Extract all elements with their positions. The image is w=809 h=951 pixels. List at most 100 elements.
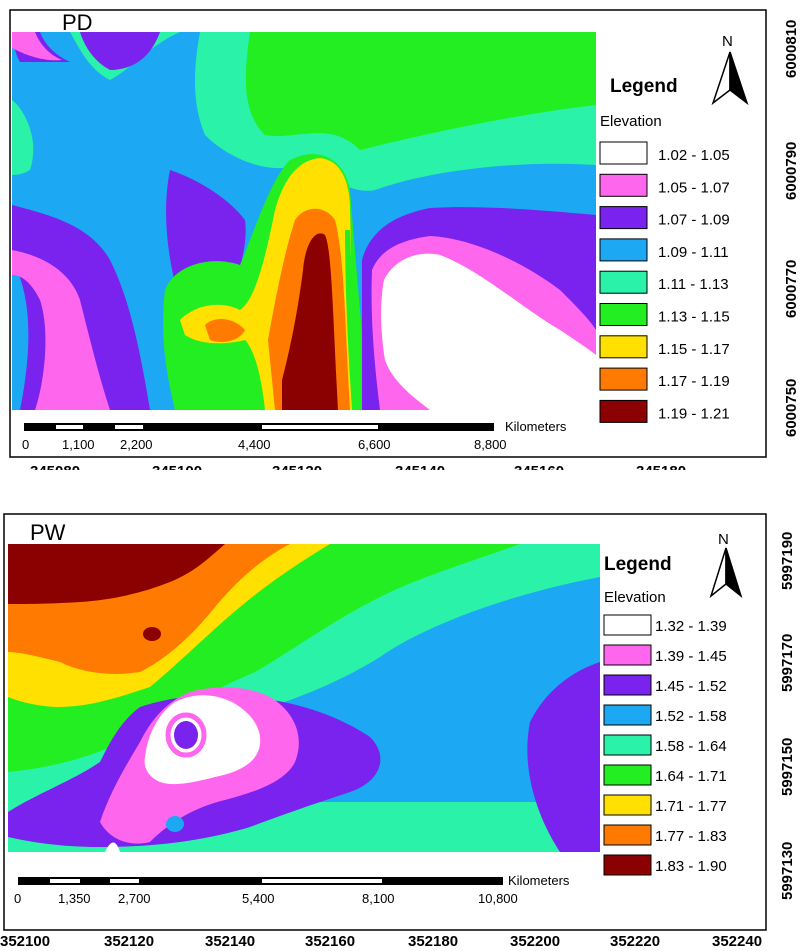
map-pd-svg: Kilometers 0 1,100 2,200 4,400 6,600 8,8… [9,9,800,470]
legend-item-label: 1.11 - 1.13 [658,276,729,293]
north-label: N [718,531,729,548]
legend-item-label: 1.83 - 1.90 [655,858,727,875]
elevation-raster [12,32,596,410]
legend-swatch [599,335,648,359]
x-tick-label: 345140 [395,463,445,470]
legend-title: Legend [604,554,672,575]
legend-item-label: 1.17 - 1.19 [658,373,730,390]
scale-bar-segment [262,879,382,883]
scale-bar-segment [56,425,83,429]
scale-bar: Kilometers 0 1,100 2,200 4,400 6,600 8,8… [22,419,567,452]
legend-swatch [599,303,648,326]
legend: Legend Elevation 1.32 - 1.39 1.39 - 1.45 1… [603,554,727,876]
scale-bar-label: 6,600 [358,437,391,452]
scale-bar-label: 2,200 [120,437,153,452]
legend-item-label: 1.09 - 1.11 [658,244,729,261]
y-tick-label: 6000750 [783,379,800,437]
scale-bar-segment [115,425,143,429]
map-panel-pw: Kilometers 0 1,350 2,700 5,400 8,100 10,… [0,482,809,951]
x-tick-label: 345100 [152,463,202,470]
scale-bar-label: 8,800 [474,437,507,452]
y-tick-label: 6000770 [783,260,800,318]
y-axis: 5997190 5997170 5997150 5997130 [779,532,796,900]
legend-swatch [599,238,648,262]
legend-item-label: 1.32 - 1.39 [655,618,727,635]
map-pw-svg: Kilometers 0 1,350 2,700 5,400 8,100 10,… [0,513,796,950]
legend-swatch [599,270,648,294]
scale-bar-unit: Kilometers [505,419,567,434]
x-tick-label: 352120 [104,933,154,950]
legend-swatch [599,173,648,197]
legend-item-label: 1.07 - 1.09 [658,212,730,229]
legend-swatch [603,704,652,726]
scale-bar-label: 10,800 [478,891,518,906]
scale-bar-label: 4,400 [238,437,271,452]
y-axis: 6000810 6000790 6000770 6000750 [783,20,800,437]
legend-swatch [599,399,648,423]
x-tick-label: 352180 [408,933,458,950]
legend-subtitle: Elevation [600,113,662,130]
x-tick-label: 345160 [514,463,564,470]
legend-swatch [603,644,652,666]
north-arrow-icon: N [709,531,743,599]
legend-item-label: 1.64 - 1.71 [655,768,727,785]
y-tick-label: 5997150 [779,738,796,796]
scale-bar-label: 5,400 [242,891,275,906]
x-tick-label: 352220 [610,933,660,950]
legend-swatch [603,764,652,786]
panel-label: PW [30,520,66,545]
scale-bar-label: 0 [22,437,29,452]
legend-item-label: 1.15 - 1.17 [658,341,730,358]
legend-item-label: 1.13 - 1.15 [658,309,730,326]
scale-bar-segment [110,879,139,883]
legend-item-label: 1.39 - 1.45 [655,648,727,665]
scale-bar-base [24,423,494,431]
legend-swatch [603,614,652,636]
x-tick-label: 352100 [0,933,50,950]
y-tick-label: 5997130 [779,842,796,900]
legend-swatch [603,674,652,696]
x-axis: 352100 352120 352140 352160 352180 35220… [0,933,762,950]
legend-title: Legend [610,76,678,97]
map-panel-pd: Kilometers 0 1,100 2,200 4,400 6,600 8,8… [0,0,809,470]
north-label: N [722,33,733,50]
x-tick-label: 352140 [205,933,255,950]
legend-swatch [599,367,648,391]
y-tick-label: 6000790 [783,142,800,200]
scale-bar: Kilometers 0 1,350 2,700 5,400 8,100 10,… [14,873,570,906]
x-axis: 345080 345100 345120 345140 345160 34518… [30,463,686,470]
legend-swatch [603,734,652,756]
x-tick-label: 352240 [712,933,762,950]
legend-swatch [599,206,648,230]
scale-bar-unit: Kilometers [508,873,570,888]
legend-item-label: 1.45 - 1.52 [655,678,727,695]
y-tick-label: 5997190 [779,532,796,590]
x-tick-label: 345180 [636,463,686,470]
legend-swatch [599,141,648,165]
elevation-raster [8,544,600,852]
legend-swatch [603,854,652,876]
legend-item-label: 1.05 - 1.07 [658,179,730,196]
y-tick-label: 6000810 [783,20,800,78]
north-arrow-icon: N [711,33,749,106]
legend-item-label: 1.71 - 1.77 [655,798,727,815]
scale-bar-label: 1,350 [58,891,91,906]
legend-item-label: 1.52 - 1.58 [655,708,727,725]
legend-swatch [603,824,652,846]
legend: Legend Elevation 1.02 - 1.05 1.05 - 1.07 1… [599,76,730,423]
scale-bar-segment [262,425,378,429]
scale-bar-label: 0 [14,891,21,906]
scale-bar-base [18,877,503,885]
y-tick-label: 5997170 [779,634,796,692]
panel-label: PD [62,10,93,35]
scale-bar-label: 1,100 [62,437,95,452]
x-tick-label: 345120 [272,463,322,470]
x-tick-label: 352200 [510,933,560,950]
legend-item-label: 1.77 - 1.83 [655,828,727,845]
scale-bar-label: 8,100 [362,891,395,906]
scale-bar-label: 2,700 [118,891,151,906]
legend-item-label: 1.19 - 1.21 [658,405,730,422]
legend-item-label: 1.02 - 1.05 [658,147,730,164]
legend-item-label: 1.58 - 1.64 [655,738,727,755]
x-tick-label: 345080 [30,463,80,470]
